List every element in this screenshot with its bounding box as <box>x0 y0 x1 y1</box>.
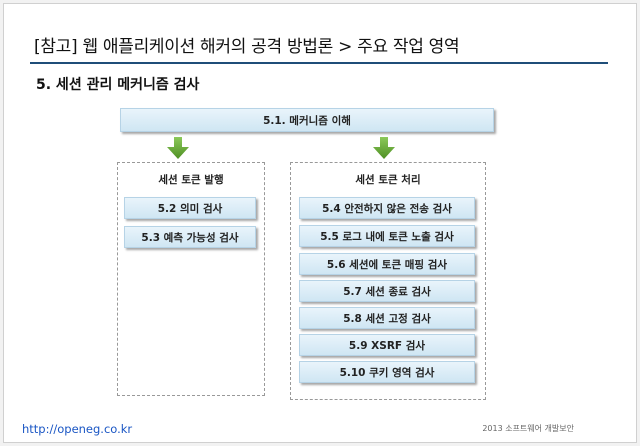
meaning-check-box: 5.2 의미 검사 <box>124 197 256 219</box>
arrow-down-icon-right <box>373 137 395 159</box>
token-session-mapping-check-box: 5.6 세션에 토큰 매핑 검사 <box>299 253 475 275</box>
session-fixation-check-box: 5.8 세션 고정 검사 <box>299 307 475 329</box>
cookie-scope-check-box: 5.10 쿠키 영역 검사 <box>299 361 475 383</box>
mechanism-understanding-box: 5.1. 메커니즘 이해 <box>120 108 494 132</box>
slide-title: [참고] 웹 애플리케이션 해커의 공격 방법론 > 주요 작업 영역 <box>34 37 460 57</box>
footer-link[interactable]: http://openeg.co.kr <box>22 422 133 436</box>
arrow-down-icon-left <box>167 137 189 159</box>
title-divider <box>30 62 608 64</box>
session-termination-check-box: 5.7 세션 종료 검사 <box>299 280 475 302</box>
footer-credit: 2013 소프트웨어 개발보안 <box>482 424 574 433</box>
slide: [참고] 웹 애플리케이션 해커의 공격 방법론 > 주요 작업 영역 5. 세… <box>3 3 637 443</box>
xsrf-check-box: 5.9 XSRF 검사 <box>299 334 475 356</box>
panel-title: 세션 토큰 발행 <box>158 174 224 186</box>
predictability-check-box: 5.3 예측 가능성 검사 <box>124 226 256 248</box>
section-subtitle: 5. 세션 관리 메커니즘 검사 <box>36 77 200 93</box>
token-handling-panel: 세션 토큰 처리 5.4 안전하지 않은 전송 검사 5.5 로그 내에 토큰 … <box>290 162 486 400</box>
token-log-exposure-check-box: 5.5 로그 내에 토큰 노출 검사 <box>299 225 475 247</box>
panel-title: 세션 토큰 처리 <box>355 174 421 186</box>
token-issuance-panel: 세션 토큰 발행 5.2 의미 검사 5.3 예측 가능성 검사 <box>117 162 265 396</box>
insecure-transmission-check-box: 5.4 안전하지 않은 전송 검사 <box>299 197 475 219</box>
